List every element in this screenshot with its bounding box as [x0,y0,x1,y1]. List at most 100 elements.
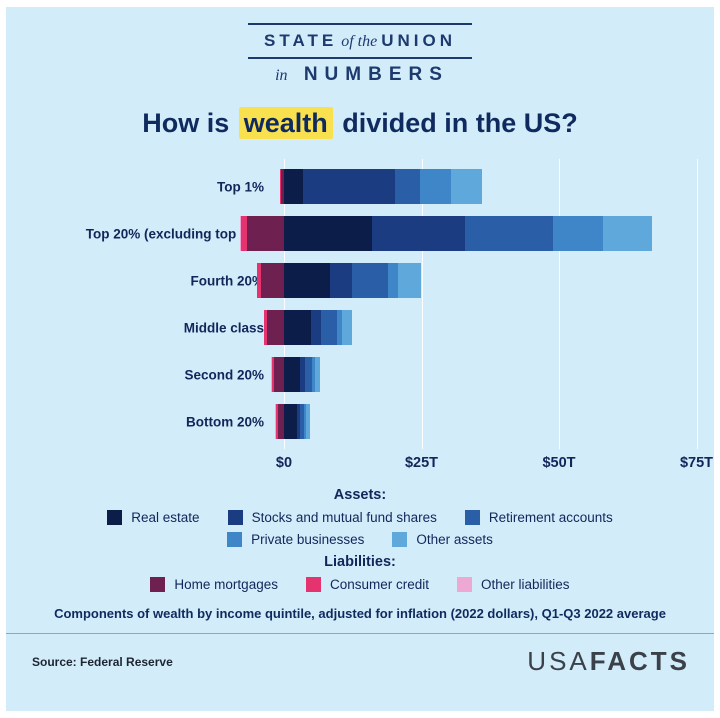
logo-word-numbers: NUMBERS [303,64,449,85]
gridline [559,159,560,449]
bar-segment [305,404,311,439]
row-label: Fourth 20% [190,273,264,288]
assets-legend-row-1: Real estate Stocks and mutual fund shares… [6,510,714,525]
legend-label: Retirement accounts [488,510,613,525]
bar-segment [283,357,301,392]
bar-segment [240,216,242,251]
x-axis: $0 $25T $50T $75T [6,445,714,481]
legend-item: Consumer credit [305,577,430,592]
row-label: Middle class [183,320,264,335]
bar-row: Second 20% [6,351,714,398]
bar-segment [274,357,284,392]
bar-segment [312,357,315,392]
bar-segment [271,357,272,392]
legend-item: Stocks and mutual fund shares [227,510,437,525]
assets-legend-heading: Assets: [333,487,387,503]
bar-segment [283,404,298,439]
bar-segment [283,216,372,251]
bar-segment [263,310,265,345]
gridline [696,159,698,449]
source-label: Source: Federal Reserve [32,654,173,669]
bar-segment [241,216,247,251]
bar-segment [260,263,284,298]
infographic-card: STATE of the UNION in NUMBERS How is wealt… [6,7,714,711]
row-label: Bottom 20% [185,414,264,429]
legend-swatch [150,577,166,592]
bar-segment [341,310,352,345]
legend-swatch [227,510,243,525]
logo-word-state: STATE [264,31,338,50]
footer-bar: Source: Federal Reserve USAFACTS [6,634,714,677]
bar-segment [388,263,399,298]
bar-strip [240,216,653,251]
legend-item: Other liabilities [457,577,570,592]
bar-segment [280,169,284,204]
bar-row: Middle class [6,304,714,351]
liabilities-legend-row: Home mortgages Consumer credit Other liabi… [6,577,714,592]
logo-word-of-the: of the [341,33,378,50]
bar-segment [420,169,452,204]
bar-row: Top 20% (excluding top 1%) [6,210,714,257]
bar-segment [553,216,603,251]
assets-legend-row-2: Private businesses Other assets [6,532,714,547]
legend-label: Real estate [131,510,200,525]
row-label: Top 1% [217,179,264,194]
legend-label: Consumer credit [329,577,430,592]
bar-segment [275,404,278,439]
bar-segment [280,169,281,204]
bar-segment [256,263,258,298]
axis-tick-label: $50T [542,455,576,471]
footer-divider [6,633,714,634]
bar-segment [305,357,312,392]
bar-strip [275,404,311,439]
legend-item: Retirement accounts [464,510,613,525]
gridline [421,159,423,449]
legend-label: Home mortgages [174,577,278,592]
bar-segment [283,310,312,345]
bar-segment [246,216,284,251]
bar-segment [300,404,304,439]
bar-segment [351,263,389,298]
bar-segment [311,310,322,345]
axis-tick-label: $25T [404,455,439,471]
bar-segment [602,216,653,251]
bar-segment [279,169,281,204]
usafacts-logo-facts: FACTS [589,646,690,676]
legend-item: Home mortgages [150,577,278,592]
bar-strip [271,357,321,392]
legend-swatch [457,577,473,592]
title-post: divided in the US? [334,108,578,138]
bar-segment [465,216,554,251]
bar-segment [329,263,352,298]
bar-strip [256,263,422,298]
usafacts-logo: USAFACTS [527,646,690,677]
bar-segment [257,263,261,298]
bar-segment [300,357,306,392]
logo-line-1: STATE of the UNION [248,23,472,59]
bar-strip [279,169,482,204]
axis-tick-label: $75T [679,455,714,471]
bar-segment [283,263,330,298]
bar-segment [371,216,466,251]
bar-segment [394,169,421,204]
legend-label: Stocks and mutual fund shares [251,510,437,525]
logo-word-in: in [275,67,288,84]
bar-segment [451,169,482,204]
legend-label: Other liabilities [481,577,570,592]
liabilities-legend-heading: Liabilities: [324,554,396,570]
gridline [284,159,285,449]
chart-footnote: Components of wealth by income quintile,… [54,606,666,621]
chart-legend: Assets: Real estate Stocks and mutual fun… [6,487,714,592]
axis-tick-label: $0 [275,455,293,471]
wealth-stacked-bar-chart: Top 1% Top 20% (excluding top 1%) Fourth 2… [6,159,714,449]
bar-segment [336,310,342,345]
title-highlight: wealth [238,107,333,139]
bar-segment [275,404,276,439]
bar-strip [263,310,352,345]
bar-segment [264,310,267,345]
legend-swatch [107,510,123,525]
legend-label: Private businesses [251,532,365,547]
bar-row: Fourth 20% [6,257,714,304]
bar-segment [283,169,303,204]
legend-item: Real estate [107,510,200,525]
